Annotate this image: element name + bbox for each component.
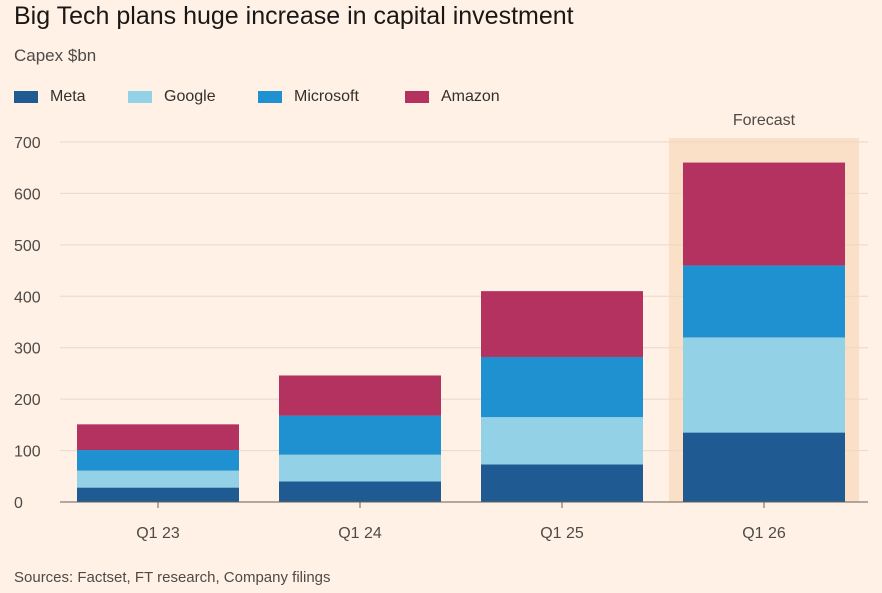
- bar-microsoft-q1-24: [279, 415, 441, 455]
- legend-item-meta: Meta: [14, 87, 86, 107]
- legend-swatch-google: [128, 91, 152, 103]
- legend-label-microsoft: Microsoft: [294, 88, 359, 105]
- bar-google-q1-24: [279, 454, 441, 482]
- forecast-label: Forecast: [733, 112, 796, 129]
- bar-microsoft-q1-25: [481, 356, 643, 418]
- legend-item-google: Google: [128, 87, 216, 107]
- y-tick-label-300: 300: [14, 341, 41, 358]
- bar-amazon-q1-24: [279, 375, 441, 416]
- y-tick-label-600: 600: [14, 186, 41, 203]
- chart-legend: Meta Google Microsoft Amazon: [14, 87, 874, 107]
- legend-swatch-amazon: [405, 91, 429, 103]
- source-note: Sources: Factset, FT research, Company f…: [14, 569, 331, 586]
- bar-google-q1-23: [77, 470, 239, 488]
- x-tick-label-q1-25: Q1 25: [540, 525, 584, 542]
- y-tick-label-500: 500: [14, 238, 41, 255]
- x-tick-label-q1-26: Q1 26: [742, 525, 786, 542]
- x-tick-label-q1-24: Q1 24: [338, 525, 382, 542]
- legend-label-amazon: Amazon: [441, 88, 500, 105]
- bar-amazon-q1-26: [683, 162, 845, 266]
- y-tick-label-200: 200: [14, 392, 41, 409]
- legend-item-microsoft: Microsoft: [258, 87, 359, 107]
- legend-label-google: Google: [164, 88, 216, 105]
- x-tick-label-q1-23: Q1 23: [136, 525, 180, 542]
- legend-swatch-microsoft: [258, 91, 282, 103]
- bar-google-q1-26: [683, 337, 845, 433]
- legend-label-meta: Meta: [50, 88, 86, 105]
- bar-meta-q1-24: [279, 481, 441, 502]
- bar-microsoft-q1-26: [683, 265, 845, 338]
- bar-meta-q1-23: [77, 487, 239, 502]
- bar-meta-q1-26: [683, 432, 845, 502]
- bar-amazon-q1-23: [77, 424, 239, 451]
- y-tick-label-100: 100: [14, 444, 41, 461]
- y-tick-label-0: 0: [14, 495, 23, 512]
- bar-microsoft-q1-23: [77, 450, 239, 471]
- legend-swatch-meta: [14, 91, 38, 103]
- legend-item-amazon: Amazon: [405, 87, 500, 107]
- bar-google-q1-25: [481, 417, 643, 465]
- chart-subtitle: Capex $bn: [14, 46, 97, 65]
- y-tick-label-700: 700: [14, 135, 41, 152]
- chart-title: Big Tech plans huge increase in capital …: [14, 2, 574, 30]
- bar-amazon-q1-25: [481, 291, 643, 357]
- bar-meta-q1-25: [481, 464, 643, 502]
- y-tick-label-400: 400: [14, 289, 41, 306]
